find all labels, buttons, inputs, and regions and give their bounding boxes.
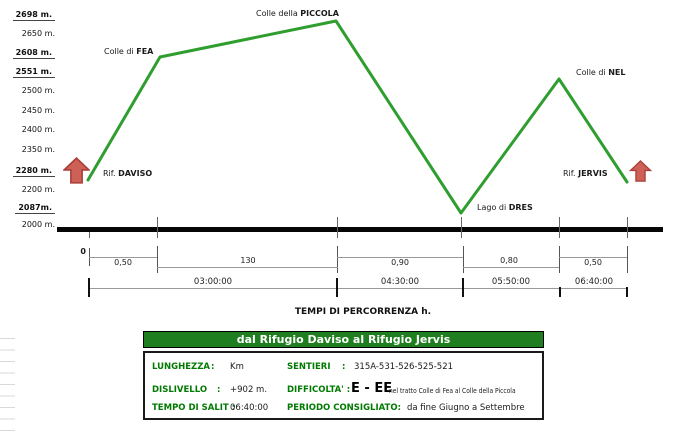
info-value-lunghezza: Km: [230, 362, 244, 372]
scale-title-bold: TEMPI DI PERCORRENZA: [294, 307, 419, 317]
waypoint-label-nel: Colle di NEL: [576, 68, 626, 77]
waypoint-label-piccola: Colle della PICCOLA: [256, 9, 339, 18]
info-separator: :: [342, 362, 346, 372]
waypoint-prefix: Rif.: [563, 169, 579, 178]
waypoint-label-fea: Colle di FEA: [104, 47, 153, 56]
profile-polyline: [86, 19, 629, 215]
distance-boundary: [337, 246, 338, 273]
end-arrow-icon: [628, 160, 653, 182]
y-axis-label: 2000 m.: [21, 220, 55, 229]
waypoint-name: PICCOLA: [300, 9, 339, 18]
start-arrow-icon: [63, 157, 90, 184]
time-label: 05:50:00: [476, 277, 546, 287]
y-axis-label: 2280 m.: [12, 166, 55, 177]
waypoint-prefix: Colle della: [256, 9, 301, 18]
scale-title-unit: h.: [418, 307, 432, 317]
distance-segment-label: 0,80: [500, 256, 518, 265]
distance-boundary: [627, 246, 628, 273]
axis-tick: [89, 232, 90, 238]
waypoint-name: FEA: [136, 47, 154, 56]
info-separator: :: [217, 385, 221, 395]
axis-tick: [627, 217, 628, 238]
waypoint-label-daviso: Rif. DAVISO: [103, 169, 152, 178]
distance-boundary: [559, 246, 560, 273]
route-info-table: LUNGHEZZA : Km SENTIERI : 315A-531-526-5…: [143, 351, 544, 420]
time-label: 03:00:00: [178, 277, 248, 287]
info-value-difficolta-grade: E - EE: [351, 381, 393, 396]
time-tick: [462, 278, 464, 297]
waypoint-prefix: Colle di: [104, 47, 137, 56]
info-label-dislivello: DISLIVELLO: [152, 385, 208, 395]
waypoint-label-jervis: Rif. JERVIS: [563, 169, 608, 178]
time-label: 04:30:00: [365, 277, 435, 287]
y-axis-label: 2551 m.: [12, 67, 55, 78]
time-tick: [626, 278, 628, 297]
info-label-difficolta: DIFFICOLTA' :: [287, 385, 351, 395]
axis-tick: [559, 217, 560, 238]
y-axis-label: 2698 m.: [12, 10, 55, 21]
info-label-sentieri: SENTIERI: [287, 362, 331, 372]
info-value-dislivello: +902 m.: [230, 385, 268, 395]
distance-segment-line: [559, 257, 627, 258]
distance-segment-line: [337, 257, 463, 258]
spreadsheet-gridlines: [0, 338, 15, 434]
time-tick: [336, 278, 338, 297]
info-value-periodo: da fine Giugno a Settembre: [407, 403, 525, 413]
distance-segment-label: 0,90: [391, 258, 409, 267]
waypoint-name: NEL: [608, 68, 626, 77]
y-axis-label: 2608 m.: [12, 48, 55, 59]
time-tick: [88, 278, 90, 297]
y-axis-label: 2400 m.: [21, 125, 55, 134]
distance-segment-line: [89, 257, 157, 258]
waypoint-prefix: Lago di: [477, 203, 509, 212]
waypoint-name: JERVIS: [578, 169, 608, 178]
y-axis-label: 2350 m.: [21, 145, 55, 154]
info-label-lunghezza: LUNGHEZZA: [152, 362, 210, 372]
distance-segment-label: 130: [240, 256, 256, 265]
info-value-sentieri: 315A-531-526-525-521: [354, 362, 454, 372]
info-label-tempo-salita: TEMPO DI SALIT :: [152, 403, 236, 413]
distance-boundary: [463, 246, 464, 273]
waypoint-name: DAVISO: [118, 169, 153, 178]
y-axis-label: 2500 m.: [21, 86, 55, 95]
waypoint-label-dres: Lago di DRES: [477, 203, 533, 212]
route-title-bar: dal Rifugio Daviso al Rifugio Jervis: [143, 331, 544, 348]
elevation-profile-line: [86, 19, 629, 215]
axis-tick: [157, 217, 158, 238]
distance-segment-label: 0,50: [584, 258, 602, 267]
y-axis-label: 2450 m.: [21, 106, 55, 115]
waypoint-prefix: Colle di: [576, 68, 609, 77]
y-axis-label: 2087m.: [15, 203, 55, 214]
time-label: 06:40:00: [559, 277, 629, 287]
info-separator: :: [211, 362, 215, 372]
info-value-tempo-salita: 06:40:00: [230, 403, 269, 413]
info-value-difficolta-note: nel tratto Colle di Fea al Colle della P…: [389, 387, 516, 395]
axis-tick: [337, 217, 338, 238]
time-tick: [559, 278, 561, 297]
distance-segment-line: [463, 267, 559, 268]
info-label-periodo: PERIODO CONSIGLIATO:: [287, 403, 401, 413]
time-scale-line: [89, 288, 628, 289]
distance-boundary: [157, 246, 158, 273]
waypoint-prefix: Rif.: [103, 169, 119, 178]
distance-segment-line: [157, 267, 338, 268]
scale-title: TEMPI DI PERCORRENZA h.: [263, 307, 463, 317]
axis-tick: [461, 217, 462, 238]
y-axis-label: 2200 m.: [21, 185, 55, 194]
waypoint-name: DRES: [508, 203, 533, 212]
distance-segment-label: 0,50: [114, 258, 132, 267]
y-axis-label: 2650 m.: [21, 29, 55, 38]
distance-origin-label: 0: [80, 247, 86, 256]
x-axis-baseline: [57, 227, 663, 232]
